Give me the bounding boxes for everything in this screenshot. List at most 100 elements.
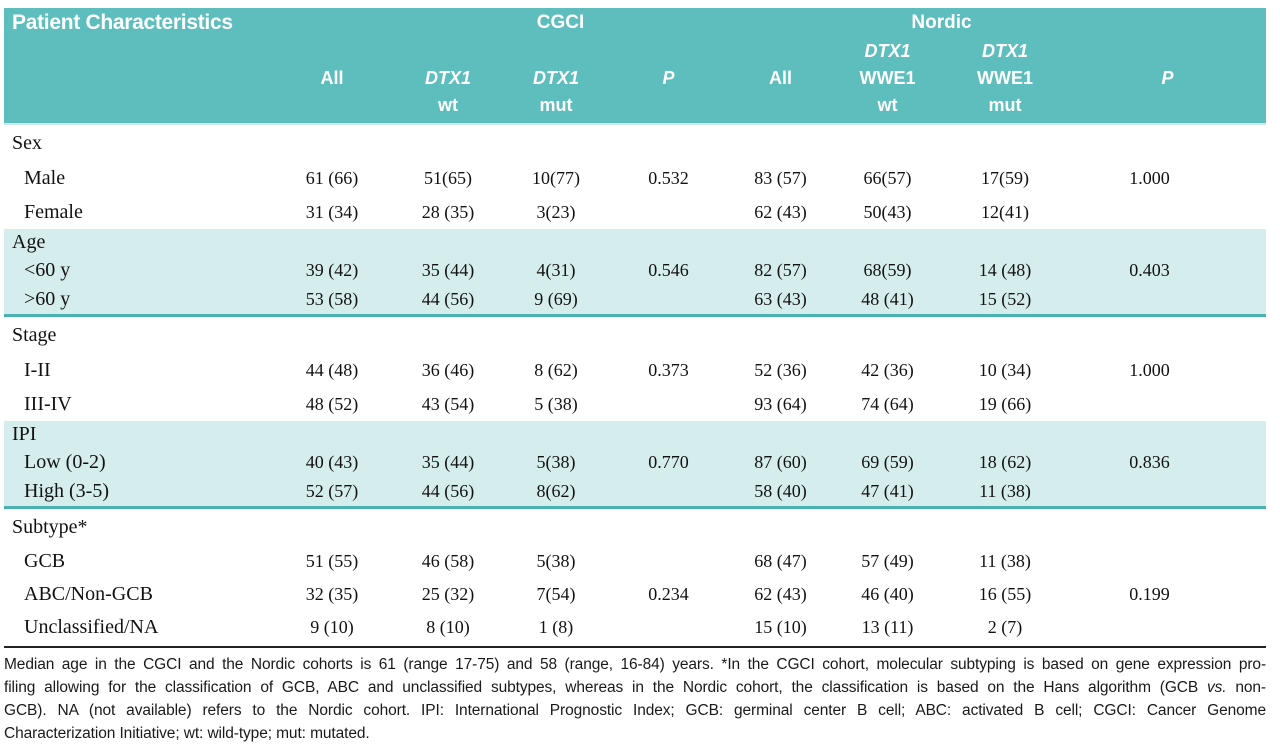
cell: 3(23) [536, 201, 576, 222]
characteristics-table: Patient Characteristics CGCI Nordic All … [4, 8, 1266, 745]
cell: 12(41) [981, 201, 1029, 222]
column-header-nordic-p: P [1161, 68, 1174, 88]
table-row: Male 61 (66) 51(65) 10(77) 0.532 83 (57) 66(57… [4, 161, 1266, 195]
section-label-row: Age [4, 229, 1266, 256]
cell: 14 (48) [978, 260, 1032, 280]
cell: 13 (11) [861, 617, 914, 637]
cell: 0.770 [648, 452, 689, 472]
cell: 5 (38) [534, 393, 578, 414]
cell: 0.546 [648, 260, 689, 280]
cell: 68(59) [863, 260, 912, 280]
cell: 48 (52) [305, 393, 359, 414]
cell: 25 (32) [421, 584, 475, 604]
cell: 51 (55) [305, 551, 359, 571]
row-label: ABC/Non-GCB [24, 583, 153, 605]
row-label: III-IV [24, 392, 72, 415]
column-header-nordic-dtx1-wwe1-wt: DTX1 WWE1 wt [859, 41, 916, 115]
cell: 0.532 [648, 167, 689, 188]
cell: 68 (47) [754, 551, 807, 571]
table-footnote: Median age in the CGCI and the Nordic co… [4, 646, 1266, 745]
column-header-nordic-all: All [768, 68, 792, 88]
cell: 10(77) [532, 167, 580, 188]
cell: 74 (64) [861, 393, 914, 414]
table-row: Unclassified/NA 9 (10) 8 (10) 1 (8) 15 (10) 1… [4, 611, 1266, 644]
section-ipi: IPI Low (0-2) 40 (43) 35 (44) 5(38) 0.770 87 (… [4, 421, 1266, 509]
cell: 18 (62) [978, 452, 1032, 472]
cell: 44 (48) [305, 359, 359, 380]
table-row: Female 31 (34) 28 (35) 3(23) 62 (43) 50(43) 12… [4, 195, 1266, 229]
table-row: High (3-5) 52 (57) 44 (56) 8(62) 58 (40) 47 (… [4, 477, 1266, 506]
table-body: Sex Male 61 (66) 51(65) 10(77) 0.532 83 (57) 66… [4, 125, 1266, 644]
cell: 11 (38) [979, 481, 1031, 501]
row-label: I-II [24, 358, 51, 381]
cell: 0.403 [1129, 260, 1170, 280]
row-label: Low (0-2) [24, 451, 106, 473]
footnote-line-4: Characterization Initiative; wt: wild-ty… [4, 725, 370, 742]
cell: 10 (34) [978, 359, 1032, 380]
cell: 4(31) [536, 260, 576, 280]
cell: 44 (56) [421, 289, 475, 309]
cell: 17(59) [981, 167, 1029, 188]
cell: 62 (43) [754, 584, 807, 604]
cell: 53 (58) [305, 289, 359, 309]
cell: 39 (42) [305, 260, 359, 280]
cell: 43 (54) [421, 393, 475, 414]
section-sex: Sex Male 61 (66) 51(65) 10(77) 0.532 83 (57) 66… [4, 125, 1266, 229]
row-label: High (3-5) [24, 480, 109, 502]
cell: 5(38) [536, 551, 576, 571]
section-label: Stage [12, 323, 57, 346]
table-row: >60 y 53 (58) 44 (56) 9 (69) 63 (43) 48 (41) 1… [4, 285, 1266, 314]
table-row: III-IV 48 (52) 43 (54) 5 (38) 93 (64) 74 (64)… [4, 387, 1266, 421]
cell: 63 (43) [754, 289, 807, 309]
cell: 48 (41) [861, 289, 914, 309]
footnote-line-2: filing allowing for the classification o… [4, 679, 1266, 696]
footnote-line-3: GCB). NA (not available) refers to the N… [4, 702, 1266, 719]
section-label-row: Subtype* [4, 509, 1266, 545]
cell: 1.000 [1129, 167, 1170, 188]
table-header: Patient Characteristics CGCI Nordic All … [4, 8, 1266, 125]
section-label: Subtype* [12, 515, 88, 538]
cell: 32 (35) [305, 584, 359, 604]
row-label: Female [24, 200, 83, 223]
cell: 8 (10) [426, 617, 470, 637]
footnote-line-1: Median age in the CGCI and the Nordic co… [4, 656, 1266, 673]
vs-italic: vs. [1206, 679, 1227, 696]
cell: 28 (35) [421, 201, 475, 222]
cell: 42 (36) [861, 359, 914, 380]
section-label: Age [12, 231, 46, 253]
cell: 47 (41) [861, 481, 914, 501]
cell: 0.199 [1129, 584, 1170, 604]
cell: 61 (66) [305, 167, 359, 188]
cell: 46 (58) [421, 551, 475, 571]
cell: 0.234 [648, 584, 689, 604]
cell: 9 (10) [310, 617, 354, 637]
group-header-nordic: Nordic [911, 12, 972, 33]
column-header-cgci-dtx1-wt: DTX1 wt [424, 68, 471, 115]
cell: 52 (36) [754, 359, 807, 380]
column-header-cgci-all: All [320, 68, 344, 88]
table-row: <60 y 39 (42) 35 (44) 4(31) 0.546 82 (57) 68(5… [4, 256, 1266, 285]
cell: 35 (44) [421, 260, 475, 280]
cell: 62 (43) [754, 201, 807, 222]
cell: 52 (57) [305, 481, 359, 501]
cell: 69 (59) [861, 452, 914, 472]
cell: 93 (64) [754, 393, 807, 414]
cell: 46 (40) [861, 584, 914, 604]
cell: 31 (34) [305, 201, 359, 222]
section-label: IPI [12, 423, 37, 445]
cell: 66(57) [863, 167, 912, 188]
cell: 82 (57) [754, 260, 807, 280]
row-label: GCB [24, 550, 66, 572]
header-columns-row: All DTX1 wt DTX1 mut P All [4, 38, 1266, 123]
cell: 8 (62) [534, 359, 578, 380]
cell: 1 (8) [538, 617, 574, 637]
cell: 5(38) [536, 452, 576, 472]
cell: 36 (46) [421, 359, 475, 380]
cell: 15 (52) [978, 289, 1032, 309]
row-label: Male [24, 166, 66, 189]
table-row: I-II 44 (48) 36 (46) 8 (62) 0.373 52 (36) 42 (… [4, 353, 1266, 387]
cell: 87 (60) [754, 452, 807, 472]
cell: 57 (49) [861, 551, 914, 571]
table-title: Patient Characteristics [12, 11, 233, 34]
cell: 35 (44) [421, 452, 475, 472]
